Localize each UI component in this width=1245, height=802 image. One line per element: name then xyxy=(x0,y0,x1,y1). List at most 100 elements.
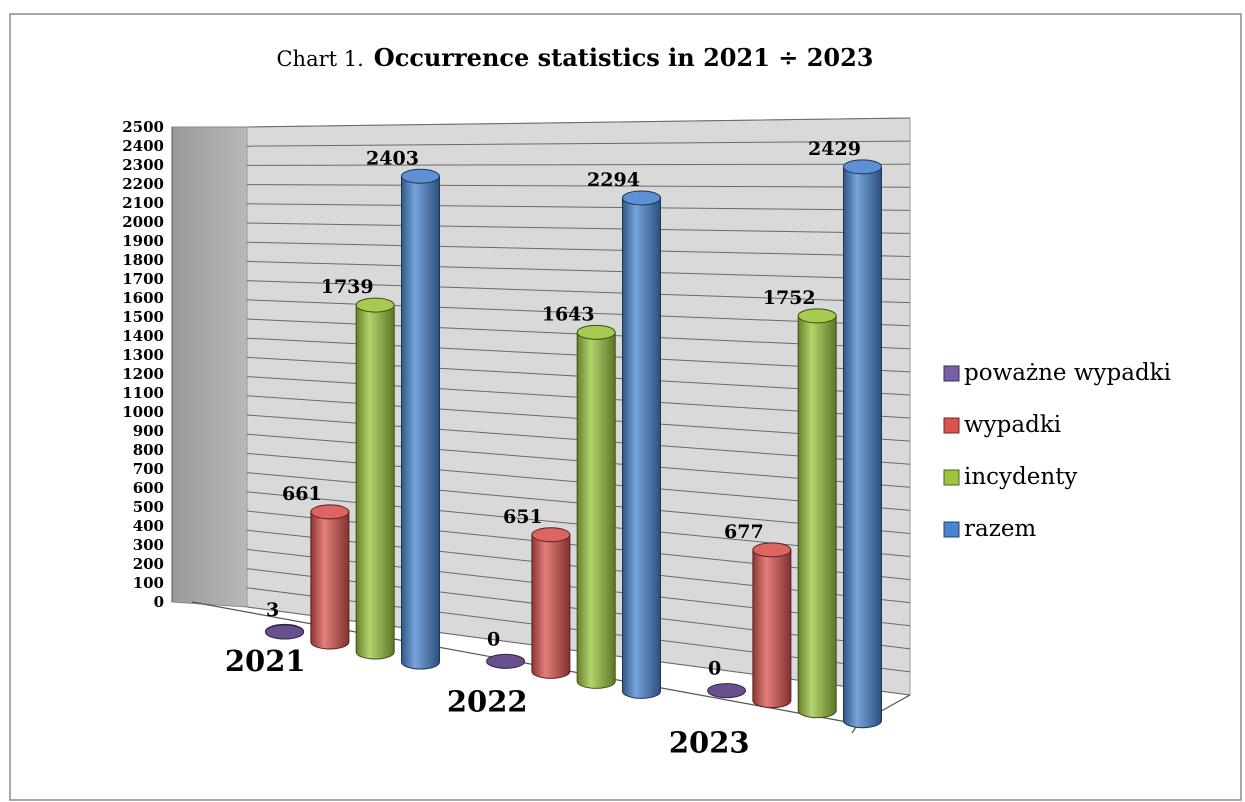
bar xyxy=(797,308,837,719)
bar xyxy=(486,653,526,669)
y-tick-label: 900 xyxy=(133,422,164,440)
bar-top xyxy=(576,324,616,340)
bar-top xyxy=(842,159,882,175)
legend-item: wypadki xyxy=(943,412,1061,438)
y-tick-label: 0 xyxy=(154,593,164,611)
gridline xyxy=(246,117,911,128)
y-tick-label: 1900 xyxy=(122,232,164,250)
chart-title-prefix: Chart 1. xyxy=(276,47,363,71)
gridline xyxy=(246,222,911,234)
bar-top xyxy=(621,190,661,206)
legend-swatch xyxy=(943,417,960,434)
gridline xyxy=(246,241,911,257)
bar xyxy=(752,542,792,709)
chart-title-main: Occurrence statistics in 2021 ÷ 2023 xyxy=(374,43,874,72)
legend-label: incydenty xyxy=(964,464,1077,490)
bar-body xyxy=(576,331,616,689)
data-label: 2429 xyxy=(808,138,861,160)
bar-top xyxy=(531,527,571,543)
data-label: 0 xyxy=(708,658,721,680)
data-label: 651 xyxy=(503,506,543,528)
side-wall xyxy=(171,126,248,608)
bar xyxy=(400,168,440,670)
bar-body xyxy=(400,175,440,670)
data-labels: 3 661 1739 2403 0 651 1643 2294 0 677 1752 2429 xyxy=(266,138,861,680)
data-label: 1643 xyxy=(542,303,595,325)
bar-top xyxy=(310,504,350,520)
legend-swatch xyxy=(943,365,960,382)
data-label: 3 xyxy=(266,599,279,621)
gridline xyxy=(246,203,911,211)
legend-swatch xyxy=(943,521,960,538)
x-tick-label: 2021 xyxy=(225,644,306,678)
y-tick-label: 2100 xyxy=(122,194,164,212)
gridline xyxy=(246,163,911,166)
bar-body xyxy=(797,315,837,719)
y-tick-label: 1700 xyxy=(122,270,164,288)
y-tick-label: 400 xyxy=(133,517,164,535)
bar xyxy=(707,683,747,699)
bar-body xyxy=(310,511,350,650)
data-label: 2294 xyxy=(587,169,640,191)
bar xyxy=(265,623,305,640)
bar-base xyxy=(707,683,747,699)
y-tick-label: 100 xyxy=(133,574,164,592)
y-tick-label: 1500 xyxy=(122,308,164,326)
legend-item: razem xyxy=(943,516,1036,542)
y-tick-label: 200 xyxy=(133,555,164,573)
y-tick-label: 1100 xyxy=(122,384,164,402)
bar-body xyxy=(752,549,792,709)
bar xyxy=(310,504,350,650)
bar-top xyxy=(355,297,395,313)
x-tick-label: 2022 xyxy=(447,685,528,719)
bar-base xyxy=(265,624,305,640)
y-tick-label: 2200 xyxy=(122,175,164,193)
data-label: 677 xyxy=(724,521,764,543)
bar-body xyxy=(355,304,395,660)
bars xyxy=(265,159,882,729)
data-label: 1739 xyxy=(321,276,374,298)
bar-body xyxy=(842,166,882,729)
y-tick-label: 2300 xyxy=(122,156,164,174)
data-label: 661 xyxy=(282,483,322,505)
y-tick-label: 500 xyxy=(133,498,164,516)
gridline xyxy=(246,184,911,188)
bar-top xyxy=(752,542,792,558)
legend-label: wypadki xyxy=(964,412,1061,438)
x-tick-label: 2023 xyxy=(669,725,750,759)
bar xyxy=(842,159,882,729)
legend: poważne wypadki wypadki incydenty razem xyxy=(943,360,1171,542)
y-tick-label: 1300 xyxy=(122,346,164,364)
chart-title: Chart 1. Occurrence statistics in 2021 ÷… xyxy=(276,43,873,72)
y-tick-label: 2000 xyxy=(122,213,164,231)
bar-top xyxy=(400,168,440,184)
legend-label: razem xyxy=(964,516,1036,542)
bar xyxy=(531,527,571,679)
y-tick-label: 1400 xyxy=(122,327,164,345)
bar xyxy=(355,297,395,660)
bar-body xyxy=(621,197,661,699)
legend-item: incydenty xyxy=(943,464,1077,490)
legend-item: poważne wypadki xyxy=(943,360,1171,386)
data-label: 1752 xyxy=(763,287,816,309)
bar-top xyxy=(797,308,837,324)
legend-label: poważne wypadki xyxy=(964,360,1171,386)
x-axis-line xyxy=(191,601,859,725)
y-axis-ticks: 0100200300400500600700800900100011001200… xyxy=(122,118,173,611)
y-tick-label: 600 xyxy=(133,479,164,497)
data-label: 0 xyxy=(487,628,500,650)
y-tick-label: 1200 xyxy=(122,365,164,383)
legend-swatch xyxy=(943,469,960,486)
bar-base xyxy=(486,653,526,669)
y-tick-label: 1600 xyxy=(122,289,164,307)
y-tick-label: 1800 xyxy=(122,251,164,269)
bar-body xyxy=(531,534,571,679)
y-tick-label: 800 xyxy=(133,441,164,459)
bar xyxy=(621,190,661,699)
gridline xyxy=(246,260,911,281)
y-tick-label: 700 xyxy=(133,460,164,478)
y-tick-label: 300 xyxy=(133,536,164,554)
y-tick-label: 2500 xyxy=(122,118,164,136)
y-tick-label: 2400 xyxy=(122,137,164,155)
data-label: 2403 xyxy=(366,147,419,169)
